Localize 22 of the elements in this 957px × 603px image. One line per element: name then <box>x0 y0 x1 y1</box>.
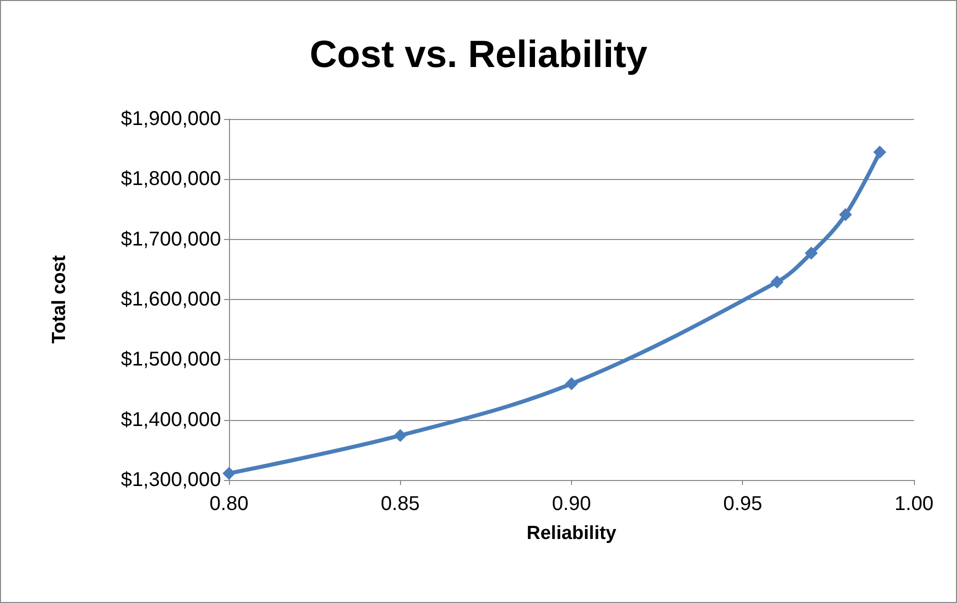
point <box>839 208 852 222</box>
x-tick-label: 1.00 <box>894 493 934 515</box>
y-tick-label: $1,600,000 <box>120 288 221 310</box>
y-axis-title: Total cost <box>49 254 70 344</box>
x-tick-label: 0.95 <box>723 493 762 515</box>
point <box>804 246 818 260</box>
y-tick-label: $1,500,000 <box>120 348 221 371</box>
point <box>873 146 886 159</box>
point <box>394 428 407 442</box>
y-tick-label: $1,800,000 <box>120 168 221 190</box>
x-tick-label: 0.90 <box>552 493 591 515</box>
chart-title: Cost vs. Reliability <box>310 34 648 76</box>
y-tick-label: $1,700,000 <box>120 228 221 250</box>
point <box>770 276 784 289</box>
point <box>565 377 578 390</box>
y-tick-label: $1,300,000 <box>120 469 221 491</box>
x-axis-title: Reliability <box>526 523 617 544</box>
y-tick-label: $1,900,000 <box>120 108 221 130</box>
x-tick-label: 0.85 <box>380 493 420 515</box>
x-tick-label: 0.80 <box>210 493 248 515</box>
y-tick-label: $1,400,000 <box>120 408 221 431</box>
point <box>222 466 236 480</box>
